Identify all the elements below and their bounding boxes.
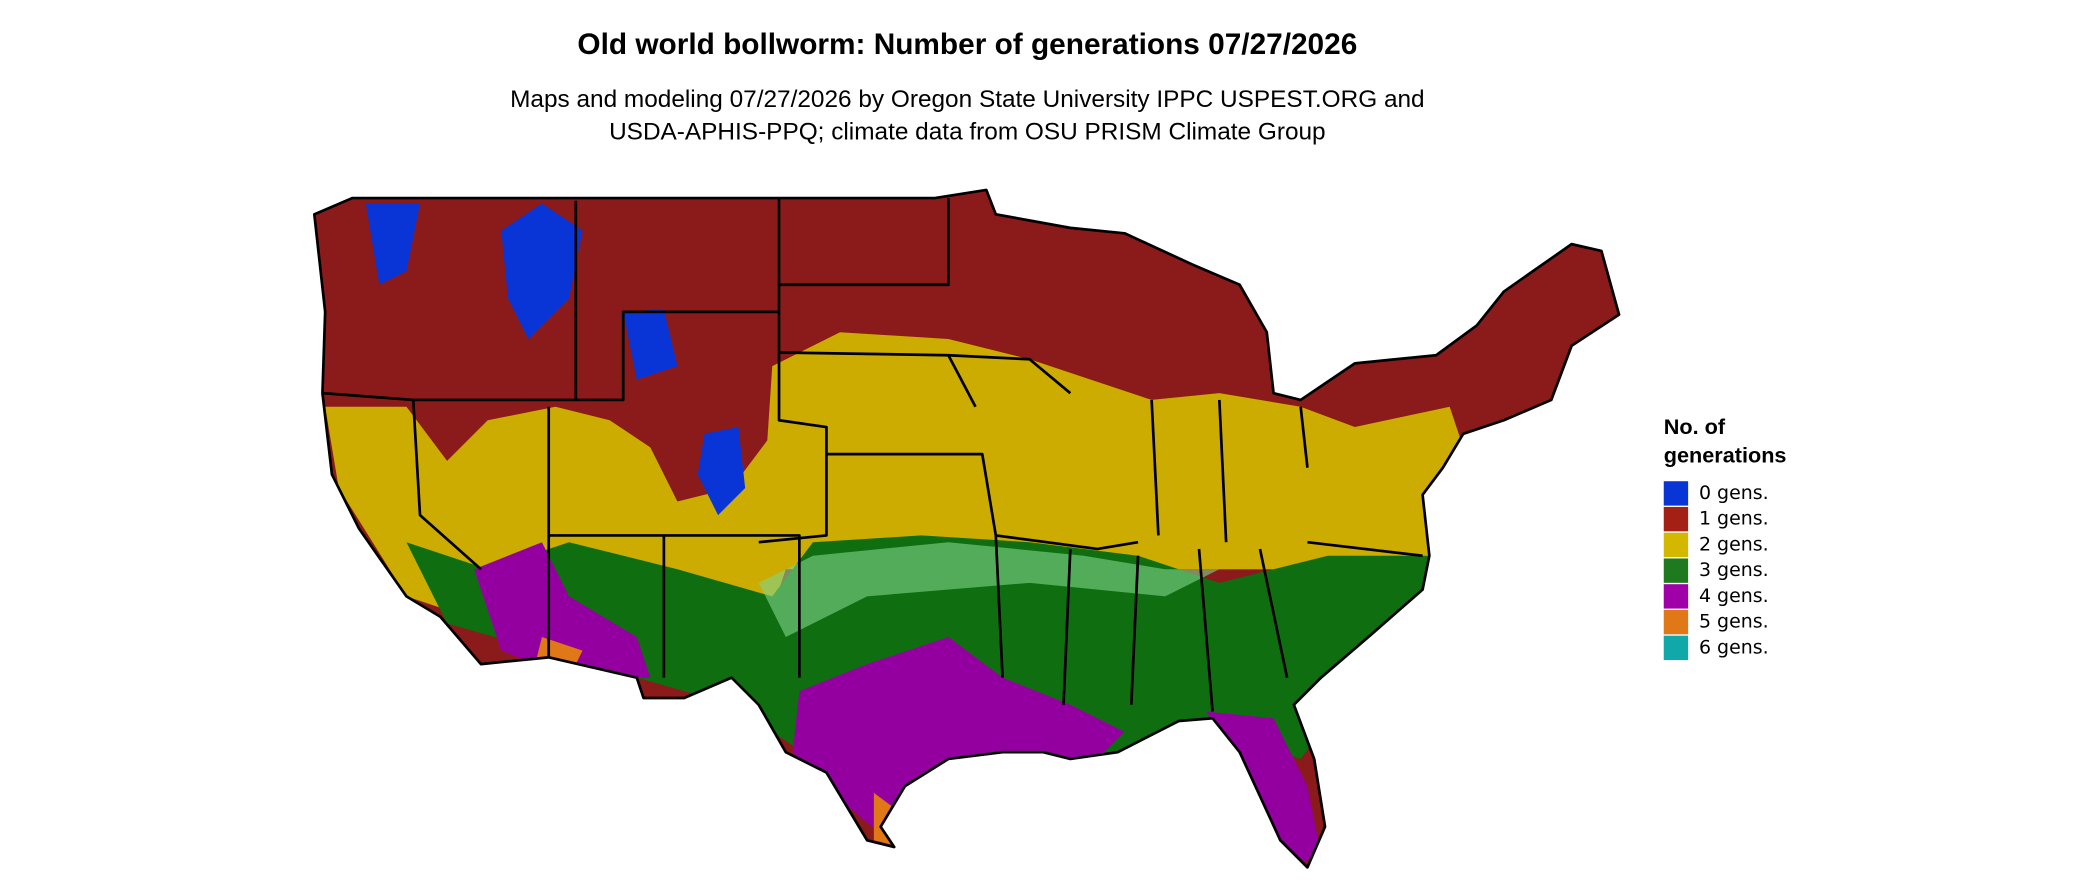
subtitle: Maps and modeling 07/27/2026 by Oregon S… [510, 86, 1425, 113]
legend-swatch [1663, 609, 1689, 635]
legend-label: 0 gens. [1699, 482, 1769, 504]
legend-swatch [1663, 558, 1689, 583]
subtitle: USDA-APHIS-PPQ; climate data from OSU PR… [609, 118, 1326, 145]
legend-swatch [1663, 635, 1689, 661]
legend-label: 6 gens. [1699, 636, 1769, 658]
legend-title: generations [1664, 443, 1787, 468]
region-4 [474, 542, 651, 678]
legend-swatch [1663, 481, 1689, 506]
state-borders [312, 188, 1621, 869]
map [314, 189, 1620, 868]
region-0 [697, 427, 746, 516]
legend-label: 1 gens. [1699, 508, 1769, 530]
legend-swatch [1663, 584, 1689, 609]
region-0 [623, 309, 678, 380]
legend-title: No. of [1664, 414, 1726, 439]
legend-label: 2 gens. [1699, 533, 1769, 555]
region-4 [1205, 711, 1321, 868]
legend-label: 3 gens. [1699, 559, 1769, 581]
region-0 [365, 203, 420, 285]
region-3-edge [758, 542, 1220, 638]
region-2 [758, 332, 1464, 570]
map-title: Old world bollworm: Number of generation… [577, 28, 1357, 61]
legend-label: 4 gens. [1699, 585, 1769, 607]
legend-swatch [1663, 532, 1689, 558]
region-4 [792, 637, 1125, 841]
legend-label: 5 gens. [1699, 611, 1769, 633]
region-0 [501, 203, 583, 339]
legend: 0 gens. 1 gens. 2 gens. 3 gens. 4 gens. 5 gen… [1663, 481, 1769, 661]
legend-swatch [1663, 506, 1689, 532]
